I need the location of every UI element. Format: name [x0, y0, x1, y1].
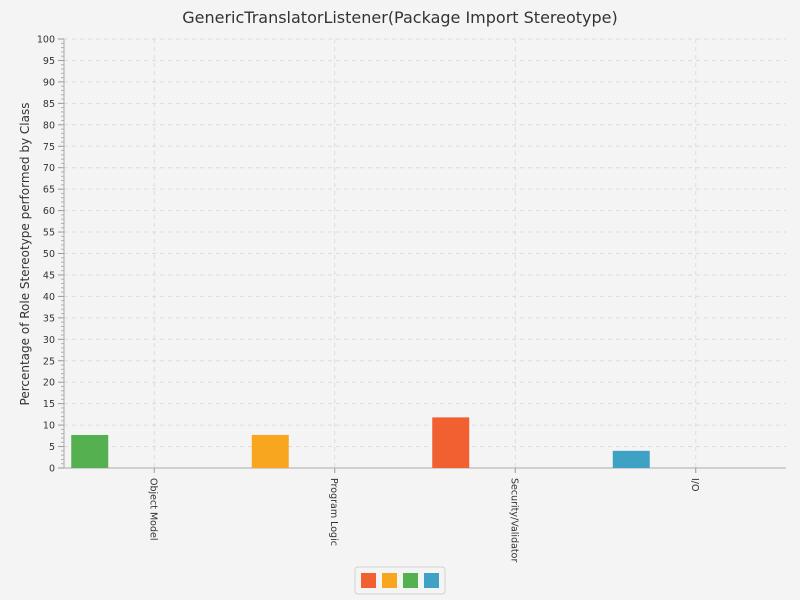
- y-tick-label: 80: [43, 120, 55, 131]
- y-tick-label: 0: [49, 464, 55, 475]
- y-tick-label: 35: [43, 313, 55, 324]
- legend-box: [354, 566, 446, 595]
- x-tick-label: Program Logic: [328, 478, 339, 546]
- y-tick-label: 95: [43, 56, 55, 67]
- y-tick-label: 75: [43, 142, 55, 153]
- y-tick-label: 70: [43, 163, 55, 174]
- y-tick-label: 15: [43, 399, 55, 410]
- y-tick-label: 10: [43, 421, 55, 432]
- category-labels: Object Model Program Logic Security/Valida…: [147, 478, 700, 562]
- y-tick-label: 90: [43, 77, 55, 88]
- y-tick-label: 20: [43, 378, 55, 389]
- y-tick-label: 30: [43, 335, 55, 346]
- legend-swatch: [382, 573, 397, 588]
- grid: [64, 38, 786, 468]
- y-tick-label: 60: [43, 206, 55, 217]
- y-tick-label: 50: [43, 249, 55, 260]
- axes: 0 5 10 15 20 25 30 35 40 45 50 55 60 65 70 75 80 85 90 95 10…: [37, 35, 786, 475]
- legend-swatch: [403, 573, 418, 588]
- legend-swatch: [424, 573, 439, 588]
- bar: [71, 434, 109, 468]
- y-tick-label: 85: [43, 99, 55, 110]
- bar: [251, 434, 289, 468]
- y-tick-label: 55: [43, 228, 55, 239]
- legend-swatch: [361, 573, 376, 588]
- y-tick-label: 45: [43, 270, 55, 281]
- bar: [432, 417, 470, 468]
- x-tick-label: I/O: [689, 478, 700, 491]
- y-tick-label: 5: [49, 442, 55, 453]
- y-axis-label: Percentage of Role Stereotype performed …: [18, 103, 32, 406]
- legend[interactable]: [354, 566, 446, 595]
- bar: [612, 450, 650, 468]
- y-tick-label: 65: [43, 185, 55, 196]
- y-tick-label: 40: [43, 292, 55, 303]
- x-tick-label: Security/Validator: [508, 478, 519, 562]
- bars: [71, 417, 650, 468]
- y-tick-label: 100: [37, 35, 55, 46]
- y-tick-label: 25: [43, 356, 55, 367]
- x-tick-label: Object Model: [147, 478, 158, 540]
- chart-title: GenericTranslatorListener(Package Import…: [182, 8, 618, 27]
